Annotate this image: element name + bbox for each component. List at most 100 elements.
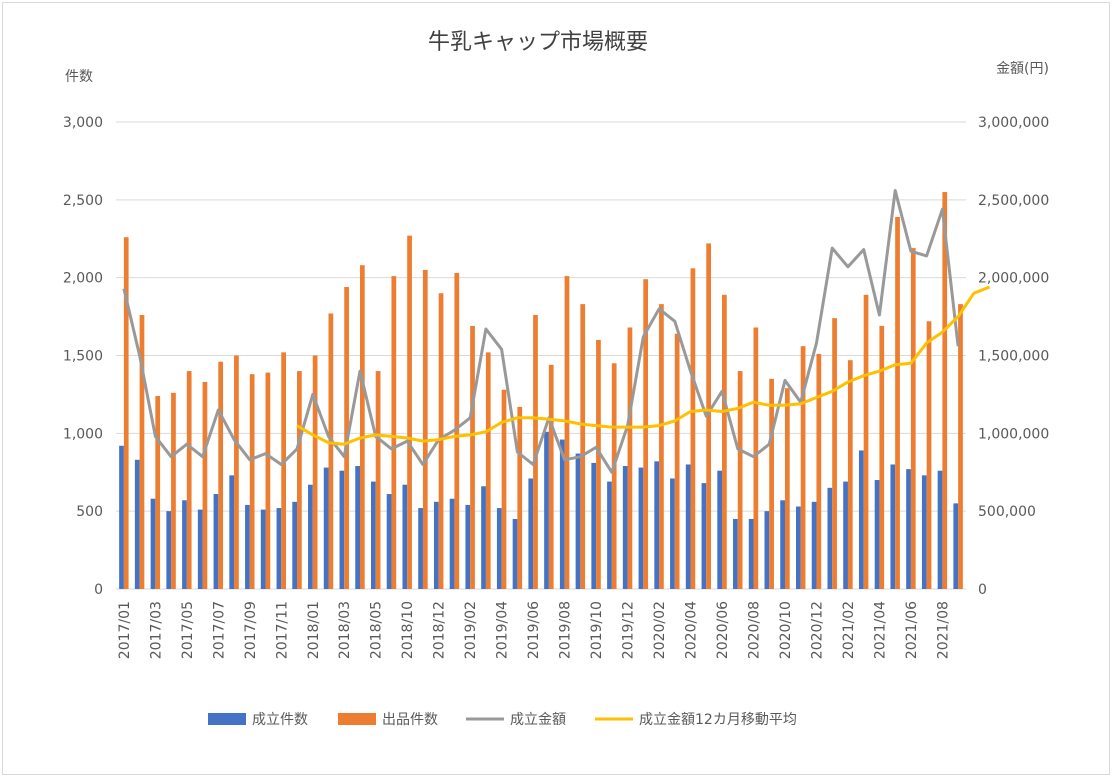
x-tick-label: 2017/11 — [274, 601, 290, 659]
bar-shuppin-kensu — [297, 371, 302, 589]
bar-shuppin-kensu — [784, 388, 790, 589]
bar-seiritsu-kensu — [607, 481, 612, 589]
bar-shuppin-kensu — [910, 248, 916, 589]
right-tick-label: 2,000,000 — [978, 271, 1049, 287]
bar-shuppin-kensu — [391, 276, 397, 589]
bar-shuppin-kensu — [958, 304, 963, 589]
x-tick-label: 2017/07 — [211, 601, 227, 659]
bar-shuppin-kensu — [548, 364, 554, 589]
bar-seiritsu-kensu — [622, 466, 628, 589]
bar-seiritsu-kensu — [717, 470, 723, 589]
bar-seiritsu-kensu — [811, 501, 817, 589]
x-tick-label: 2019/06 — [526, 601, 542, 659]
x-tick-label: 2020/12 — [810, 601, 826, 659]
bar-shuppin-kensu — [155, 395, 161, 589]
bar-shuppin-kensu — [375, 371, 381, 589]
bar-shuppin-kensu — [832, 318, 837, 589]
x-tick-label: 2021/08 — [935, 601, 951, 659]
bar-seiritsu-kensu — [544, 431, 549, 589]
bar-seiritsu-kensu — [150, 498, 156, 589]
left-tick-label: 2,000 — [63, 271, 103, 287]
left-axis-ticks: 0 500 1,000 1,500 2,000 2,500 3,000 — [63, 115, 103, 598]
bar-seiritsu-kensu — [685, 464, 691, 589]
bar-shuppin-kensu — [847, 360, 853, 589]
bar-shuppin-kensu — [895, 216, 900, 589]
x-tick-label: 2021/02 — [841, 601, 857, 659]
bar-seiritsu-kensu — [386, 494, 392, 589]
bar-shuppin-kensu — [564, 276, 570, 589]
bar-shuppin-kensu — [186, 371, 192, 589]
bar-shuppin-kensu — [879, 325, 885, 589]
x-tick-label: 2019/10 — [589, 601, 605, 659]
right-tick-label: 2,500,000 — [978, 193, 1049, 209]
legend-moving-average-label: 成立金額12カ月移動平均 — [639, 712, 797, 728]
bar-seiritsu-kensu — [496, 508, 502, 589]
bar-shuppin-kensu — [281, 352, 286, 589]
x-tick-label: 2018/01 — [306, 601, 322, 659]
lines — [122, 189, 991, 474]
bar-seiritsu-kensu — [591, 462, 597, 589]
x-tick-label: 2020/04 — [684, 601, 700, 659]
bar-seiritsu-kensu — [733, 518, 738, 589]
legend-seiritsu-kensu-label: 成立件数 — [252, 712, 308, 728]
right-tick-label: 1,000,000 — [978, 426, 1049, 442]
bar-seiritsu-kensu — [213, 494, 219, 589]
bar-seiritsu-kensu — [654, 461, 660, 589]
bar-seiritsu-kensu — [323, 467, 329, 589]
bar-shuppin-kensu — [470, 325, 475, 589]
bar-seiritsu-kensu — [339, 470, 345, 589]
bar-seiritsu-kensu — [465, 504, 471, 589]
line-seiritsu-kingaku — [122, 189, 960, 474]
bar-shuppin-kensu — [769, 378, 774, 589]
bar-seiritsu-kensu — [921, 475, 927, 589]
bar-shuppin-kensu — [328, 313, 334, 589]
bar-shuppin-kensu — [265, 372, 271, 589]
bar-seiritsu-kensu — [827, 487, 833, 589]
right-tick-label: 1,500,000 — [978, 349, 1049, 365]
bars — [119, 192, 963, 590]
bar-seiritsu-kensu — [890, 464, 896, 589]
bar-seiritsu-kensu — [355, 466, 360, 589]
bar-seiritsu-kensu — [780, 500, 785, 589]
bar-shuppin-kensu — [753, 327, 759, 589]
bar-seiritsu-kensu — [197, 509, 203, 589]
x-tick-label: 2019/12 — [621, 601, 637, 659]
bar-shuppin-kensu — [611, 363, 617, 589]
x-tick-label: 2017/03 — [148, 601, 164, 659]
bar-shuppin-kensu — [533, 315, 538, 589]
bar-seiritsu-kensu — [308, 484, 313, 589]
bar-seiritsu-kensu — [166, 511, 172, 589]
bar-shuppin-kensu — [359, 265, 365, 589]
left-tick-label: 3,000 — [63, 115, 103, 131]
chart-title: 牛乳キャップ市場概要 — [428, 30, 648, 55]
bar-shuppin-kensu — [407, 235, 412, 590]
bar-seiritsu-kensu — [276, 508, 282, 589]
bar-shuppin-kensu — [737, 371, 743, 589]
bar-shuppin-kensu — [659, 304, 664, 589]
bar-seiritsu-kensu — [418, 508, 423, 589]
bar-seiritsu-kensu — [796, 506, 801, 589]
bar-seiritsu-kensu — [371, 481, 376, 589]
bar-shuppin-kensu — [454, 272, 460, 589]
chart-svg: 牛乳キャップ市場概要 件数 金額(円) 0 500 1,000 1,500 2,000 2… — [63, 30, 1049, 728]
bar-shuppin-kensu — [218, 361, 224, 589]
x-tick-label: 2018/03 — [337, 601, 353, 659]
x-tick-label: 2020/02 — [652, 601, 668, 659]
bar-shuppin-kensu — [643, 279, 649, 589]
bar-seiritsu-kensu — [402, 484, 408, 589]
left-tick-label: 2,500 — [63, 193, 103, 209]
bar-seiritsu-kensu — [528, 478, 534, 589]
bar-shuppin-kensu — [596, 339, 601, 589]
x-tick-label: 2020/08 — [747, 601, 763, 659]
bar-shuppin-kensu — [690, 268, 696, 589]
bar-seiritsu-kensu — [701, 483, 707, 589]
bar-seiritsu-kensu — [229, 475, 235, 589]
legend-seiritsu-kensu-swatch — [208, 713, 246, 725]
bar-seiritsu-kensu — [953, 503, 959, 589]
x-tick-label: 2020/06 — [715, 601, 731, 659]
left-tick-label: 500 — [76, 504, 103, 520]
bar-seiritsu-kensu — [245, 504, 250, 589]
x-tick-label: 2020/10 — [778, 601, 794, 659]
bar-seiritsu-kensu — [748, 518, 754, 589]
